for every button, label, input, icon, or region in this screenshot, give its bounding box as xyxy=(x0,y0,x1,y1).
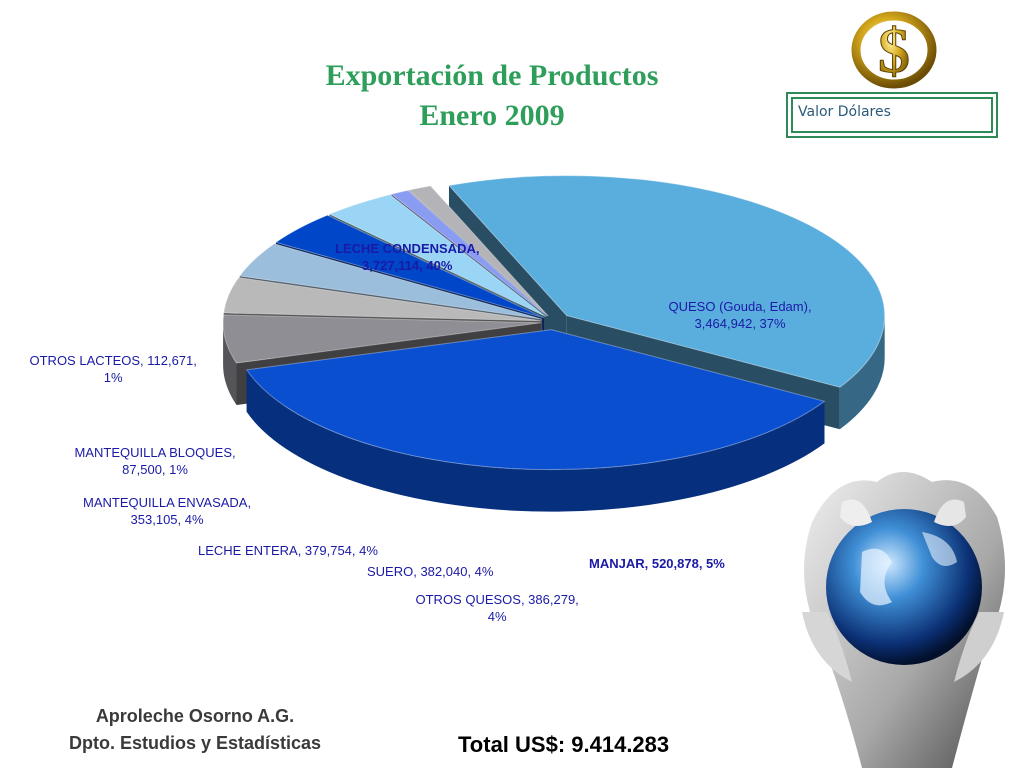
data-label-line-1: QUESO (Gouda, Edam), xyxy=(668,299,812,314)
data-label-otros-quesos: OTROS QUESOS, 386,279, 4% xyxy=(416,591,579,625)
data-label-line-2: 3,464,942, 37% xyxy=(694,316,786,331)
pie-slice-leche-condensada xyxy=(447,175,886,388)
dollar-coin-icon: $ xyxy=(851,11,937,89)
data-label-line-1: LECHE ENTERA, 379,754, 4% xyxy=(198,543,378,558)
pie-slice-leche-entera xyxy=(274,214,545,319)
pie-slice-queso-gouda-edam xyxy=(245,329,826,471)
pie-slice-otros-lacteos xyxy=(407,185,549,317)
data-label-line-2: 87,500, 1% xyxy=(122,462,188,477)
data-label-line-1: MANTEQUILLA ENVASADA, xyxy=(83,495,252,510)
data-label-leche-entera: LECHE ENTERA, 379,754, 4% xyxy=(198,542,378,559)
data-label-mantequilla-bloques: MANTEQUILLA BLOQUES, 87,500, 1% xyxy=(75,444,236,478)
data-label-line-1: MANJAR, 520,878, 5% xyxy=(589,556,725,571)
data-label-otros-lacteos: OTROS LACTEOS, 112,671, 1% xyxy=(30,352,197,386)
legend-box: Valor Dólares xyxy=(786,92,998,138)
pie-slice-mantequilla-envasada xyxy=(328,194,547,318)
title-line-1: Exportación de Productos xyxy=(325,59,659,92)
pie-slice-suero xyxy=(238,243,543,320)
data-label-mantequilla-envasada: MANTEQUILLA ENVASADA, 353,105, 4% xyxy=(83,494,251,528)
data-label-leche-condensada: LECHE CONDENSADA, 3,727,114, 40% xyxy=(335,240,479,274)
data-label-line-1: SUERO, 382,040, 4% xyxy=(367,564,494,579)
title-line-2: Enero 2009 xyxy=(419,99,565,132)
footer-org: Aproleche Osorno A.G. xyxy=(95,706,295,726)
svg-text:$: $ xyxy=(878,15,910,86)
data-label-line-2: 3,727,114, 40% xyxy=(362,258,453,273)
data-label-suero: SUERO, 382,040, 4% xyxy=(367,563,493,580)
hands-holding-globe-image xyxy=(802,472,1005,768)
data-label-line-1: MANTEQUILLA BLOQUES, xyxy=(74,445,236,460)
legend-label: Valor Dólares xyxy=(798,104,891,120)
data-label-line-1: LECHE CONDENSADA, xyxy=(335,241,480,256)
pie-slice-otros-quesos xyxy=(223,277,542,322)
pie-slice-side-0 xyxy=(839,315,885,430)
pie-slice-manjar xyxy=(222,314,542,364)
data-label-line-1: OTROS QUESOS, 386,279, xyxy=(415,592,579,607)
total-value: Total US$: 9.414.283 xyxy=(458,732,670,757)
data-label-line-2: 353,105, 4% xyxy=(130,512,204,527)
footer-dept: Dpto. Estudios y Estadísticas xyxy=(68,733,322,753)
pie-slice-side-2 xyxy=(223,322,237,406)
data-label-manjar: MANJAR, 520,878, 5% xyxy=(589,555,725,572)
data-label-line-1: OTROS LACTEOS, 112,671, xyxy=(29,353,197,368)
data-label-line-2: 4% xyxy=(487,609,507,624)
data-label-line-2: 1% xyxy=(103,370,123,385)
pie-slice-mantequilla-bloques xyxy=(390,189,548,317)
data-label-queso-gouda-edam: QUESO (Gouda, Edam), 3,464,942, 37% xyxy=(669,298,812,332)
pie-slice-side-1 xyxy=(246,369,825,512)
